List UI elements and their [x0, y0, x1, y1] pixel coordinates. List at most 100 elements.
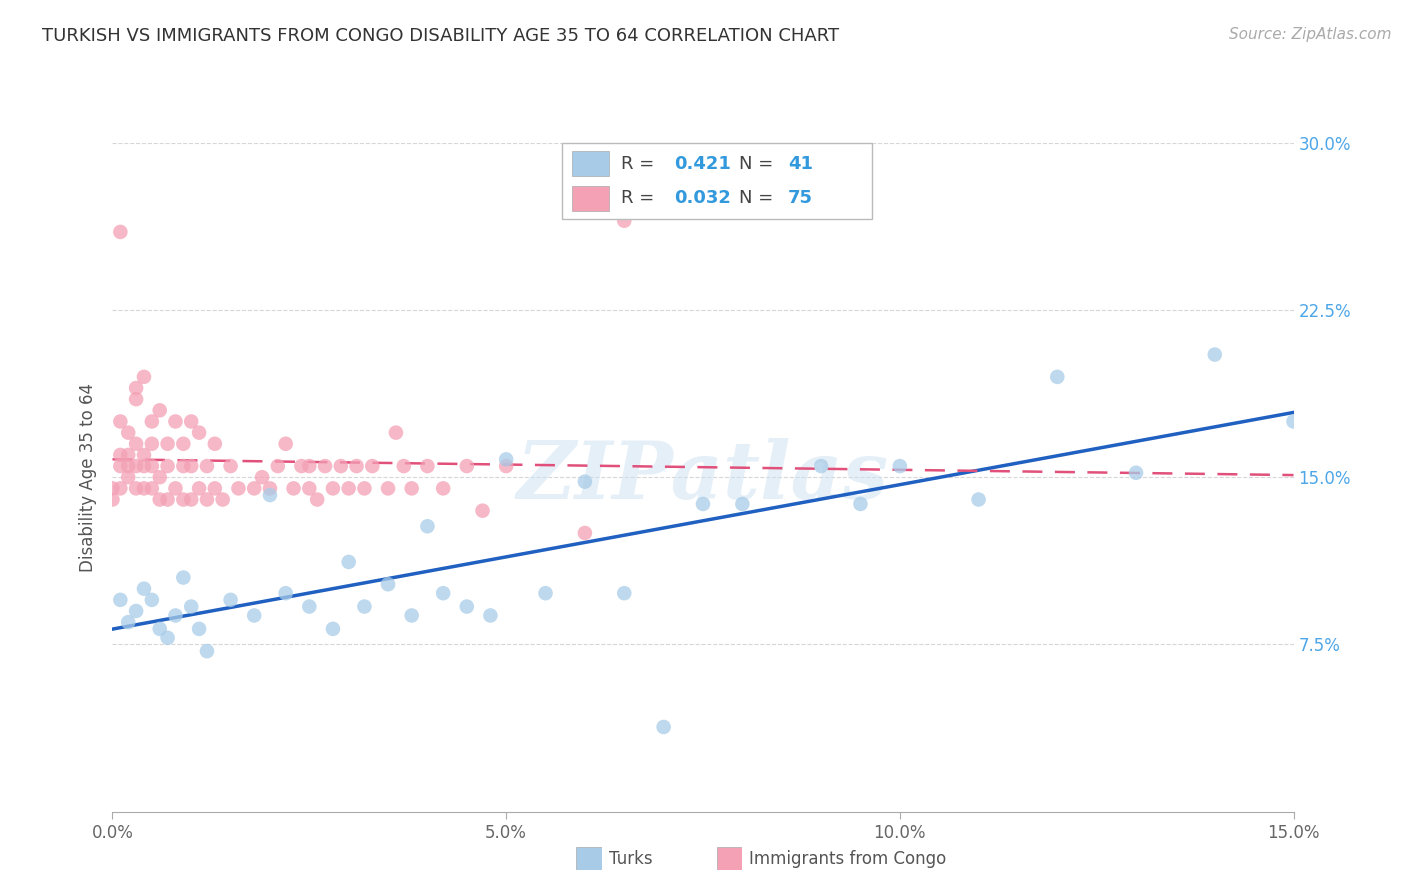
- Point: [329, 459, 352, 474]
- Point: [110, 414, 132, 429]
- Point: [274, 586, 297, 600]
- Point: [156, 459, 179, 474]
- Text: 41: 41: [789, 154, 813, 172]
- Point: [377, 577, 399, 591]
- Point: [849, 497, 872, 511]
- Point: [125, 436, 148, 450]
- Point: [322, 622, 344, 636]
- Point: [1046, 369, 1069, 384]
- Point: [172, 492, 194, 507]
- Point: [132, 448, 155, 462]
- Point: [165, 414, 187, 429]
- Text: 0.421: 0.421: [673, 154, 731, 172]
- Point: [290, 459, 312, 474]
- Point: [149, 403, 172, 417]
- Point: [432, 586, 454, 600]
- Text: TURKISH VS IMMIGRANTS FROM CONGO DISABILITY AGE 35 TO 64 CORRELATION CHART: TURKISH VS IMMIGRANTS FROM CONGO DISABIL…: [42, 27, 839, 45]
- Point: [456, 599, 478, 614]
- Point: [125, 381, 148, 395]
- Y-axis label: Disability Age 35 to 64: Disability Age 35 to 64: [79, 383, 97, 572]
- Point: [416, 459, 439, 474]
- Point: [156, 436, 179, 450]
- Point: [125, 459, 148, 474]
- Point: [141, 436, 163, 450]
- Text: N =: N =: [738, 189, 773, 208]
- Point: [188, 622, 211, 636]
- Point: [141, 414, 163, 429]
- Point: [810, 459, 832, 474]
- Text: Immigrants from Congo: Immigrants from Congo: [749, 849, 946, 868]
- Point: [110, 482, 132, 496]
- Point: [101, 492, 124, 507]
- Point: [117, 615, 139, 630]
- Point: [495, 459, 517, 474]
- Point: [243, 608, 266, 623]
- Point: [353, 599, 375, 614]
- Point: [495, 452, 517, 467]
- Point: [165, 608, 187, 623]
- Point: [432, 482, 454, 496]
- Text: 0.032: 0.032: [673, 189, 731, 208]
- Point: [377, 482, 399, 496]
- Point: [471, 503, 494, 517]
- Text: R =: R =: [621, 154, 654, 172]
- Point: [172, 571, 194, 585]
- Point: [534, 586, 557, 600]
- Point: [149, 492, 172, 507]
- Point: [172, 436, 194, 450]
- Point: [259, 488, 281, 502]
- Point: [337, 482, 360, 496]
- Point: [298, 599, 321, 614]
- Point: [132, 459, 155, 474]
- Point: [204, 436, 226, 450]
- Point: [298, 459, 321, 474]
- Point: [110, 225, 132, 239]
- Point: [243, 482, 266, 496]
- Point: [401, 482, 423, 496]
- Point: [346, 459, 368, 474]
- Point: [165, 482, 187, 496]
- Point: [259, 482, 281, 496]
- Text: ZIPatlas: ZIPatlas: [517, 439, 889, 516]
- Point: [132, 482, 155, 496]
- Point: [149, 622, 172, 636]
- Point: [110, 459, 132, 474]
- Point: [172, 459, 194, 474]
- Point: [337, 555, 360, 569]
- Point: [314, 459, 336, 474]
- Point: [298, 482, 321, 496]
- Point: [211, 492, 233, 507]
- Point: [195, 459, 218, 474]
- Point: [385, 425, 408, 440]
- Point: [322, 482, 344, 496]
- Point: [250, 470, 273, 484]
- Point: [180, 599, 202, 614]
- Point: [141, 482, 163, 496]
- Point: [392, 459, 415, 474]
- Point: [117, 448, 139, 462]
- Point: [1282, 414, 1305, 429]
- Text: 75: 75: [789, 189, 813, 208]
- Point: [188, 425, 211, 440]
- Point: [110, 592, 132, 607]
- Point: [132, 582, 155, 596]
- Point: [613, 213, 636, 227]
- Point: [283, 482, 305, 496]
- Point: [156, 631, 179, 645]
- Point: [125, 604, 148, 618]
- Point: [132, 369, 155, 384]
- Point: [219, 592, 242, 607]
- Point: [117, 470, 139, 484]
- Point: [889, 459, 911, 474]
- Point: [731, 497, 754, 511]
- Point: [416, 519, 439, 533]
- Point: [195, 644, 218, 658]
- Point: [228, 482, 250, 496]
- Point: [574, 475, 596, 489]
- Point: [204, 482, 226, 496]
- Point: [101, 482, 124, 496]
- Point: [110, 448, 132, 462]
- Point: [1125, 466, 1147, 480]
- Point: [353, 482, 375, 496]
- Point: [180, 414, 202, 429]
